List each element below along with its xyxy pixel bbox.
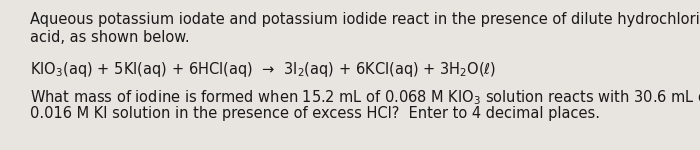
Text: acid, as shown below.: acid, as shown below. [30,30,190,45]
Text: What mass of iodine is formed when 15.2 mL of 0.068 M KIO$_3$ solution reacts wi: What mass of iodine is formed when 15.2 … [30,88,700,107]
Text: Aqueous potassium iodate and potassium iodide react in the presence of dilute hy: Aqueous potassium iodate and potassium i… [30,12,700,27]
Text: 0.016 M KI solution in the presence of excess HCl?  Enter to 4 decimal places.: 0.016 M KI solution in the presence of e… [30,106,600,121]
Text: KIO$_3$(aq) + 5KI(aq) + 6HCl(aq)  →  3I$_2$(aq) + 6KCl(aq) + 3H$_2$O(ℓ): KIO$_3$(aq) + 5KI(aq) + 6HCl(aq) → 3I$_2… [30,60,496,79]
